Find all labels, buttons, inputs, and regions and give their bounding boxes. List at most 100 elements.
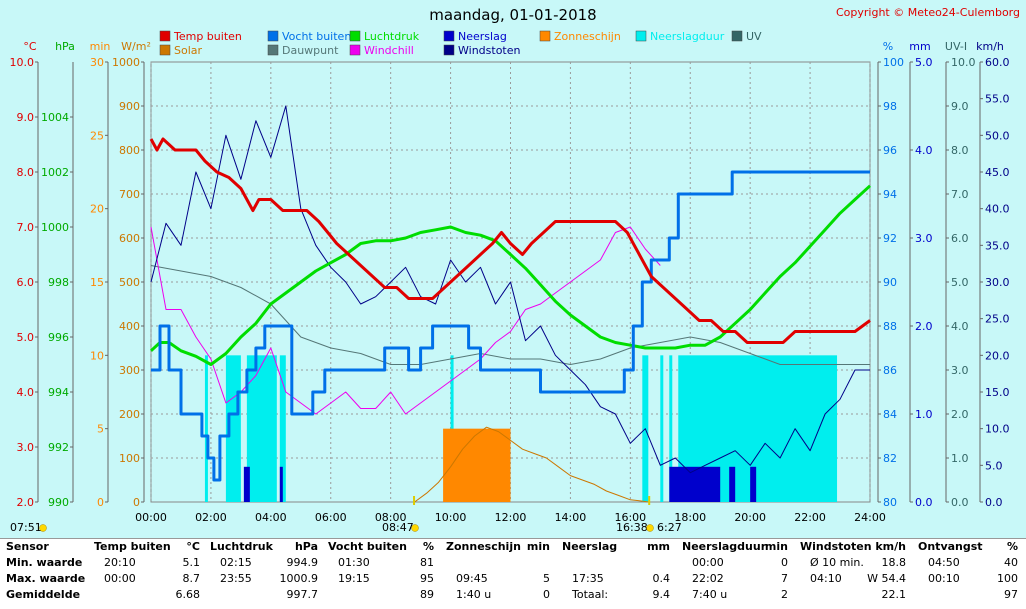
axis-tick-label: 45.0 bbox=[985, 166, 1010, 179]
summary-row: 97 bbox=[1004, 588, 1018, 601]
axis-tick-label: 7.0 bbox=[17, 221, 35, 234]
x-tick-label: 00:00 bbox=[135, 511, 167, 524]
axis-tick-label: 20 bbox=[90, 203, 104, 216]
axis-tick-label: 30.0 bbox=[985, 276, 1010, 289]
legend-label: Neerslag bbox=[458, 30, 507, 43]
axis-tick-label: 3.0 bbox=[951, 364, 969, 377]
axis-unit: W/m² bbox=[121, 40, 151, 53]
summary-row: 00:00 8.7 bbox=[104, 572, 200, 585]
sunrise-left-label: 07:51 bbox=[10, 521, 42, 534]
summary-header: Neerslag mm bbox=[562, 540, 670, 553]
axis-tick-label: 1000 bbox=[112, 56, 140, 69]
legend-swatch bbox=[443, 44, 455, 56]
axis-tick-label: 5.0 bbox=[915, 56, 933, 69]
axis-tick-label: 3.0 bbox=[17, 441, 35, 454]
series-line-luchtdruk bbox=[149, 184, 872, 366]
series-line-solar bbox=[414, 426, 649, 503]
sun-icon bbox=[39, 524, 47, 532]
sunrise-label: 08:47 bbox=[382, 521, 414, 534]
axis-tick-label: 0 bbox=[133, 496, 140, 509]
summary-column: Vocht buiten% 01:30 81 19:15 95 89 bbox=[328, 539, 438, 609]
copyright: Copyright © Meteo24-Culemborg bbox=[836, 6, 1020, 19]
x-tick-label: 04:00 bbox=[255, 511, 287, 524]
chart-title: maandag, 01-01-2018 bbox=[429, 6, 596, 24]
axis-tick-label: 4.0 bbox=[915, 144, 933, 157]
x-tick-label: 18:00 bbox=[674, 511, 706, 524]
summary-row: Ø 10 min. 18.8 bbox=[810, 556, 906, 569]
axis-tick-label: 30 bbox=[90, 56, 104, 69]
axis-tick-label: 7.0 bbox=[951, 188, 969, 201]
axis-tick-label: 5 bbox=[97, 423, 104, 436]
legend-swatch bbox=[349, 44, 361, 56]
legend-swatch bbox=[267, 30, 279, 42]
axis-tick-label: 25 bbox=[90, 129, 104, 142]
summary-column: Neerslag mm 17:35 0.4 Totaal: 9.4 bbox=[562, 539, 674, 609]
series-line-windstoten bbox=[150, 105, 870, 474]
neerslag-bar bbox=[279, 466, 283, 502]
axis-tick-label: 88 bbox=[883, 320, 897, 333]
axis-tick-label: 1002 bbox=[41, 166, 69, 179]
legend-label: Luchtdruk bbox=[364, 30, 420, 43]
axis-tick-label: 500 bbox=[119, 276, 140, 289]
summary-row: 04:10 W 54.4 bbox=[810, 572, 906, 585]
sunset-label: 16:38 bbox=[616, 521, 648, 534]
axis-tick-label: 98 bbox=[883, 100, 897, 113]
legend-swatch bbox=[443, 30, 455, 42]
axis-tick-label: 1004 bbox=[41, 111, 69, 124]
summary-header: Zonneschijn min bbox=[446, 540, 550, 553]
axis-unit: min bbox=[90, 40, 111, 53]
axis-tick-label: 92 bbox=[883, 232, 897, 245]
axis-tick-label: 994 bbox=[48, 386, 69, 399]
axis-tick-label: 2.0 bbox=[17, 496, 35, 509]
axis-tick-label: 20.0 bbox=[985, 349, 1010, 362]
axis-tick-label: 800 bbox=[119, 144, 140, 157]
axis-tick-label: 700 bbox=[119, 188, 140, 201]
summary-row: 01:30 81 bbox=[338, 556, 434, 569]
neerslagduur-bar bbox=[204, 355, 208, 502]
legend-swatch bbox=[635, 30, 647, 42]
summary-column: Sensor Min. waarde Max. waarde Gemiddelde bbox=[6, 539, 90, 609]
summary-column: Windstoten km/h Ø 10 min. 18.8 04:10 W 54.4 22… bbox=[800, 539, 910, 609]
axis-tick-label: 15 bbox=[90, 276, 104, 289]
axis-tick-label: 10.0 bbox=[985, 423, 1010, 436]
axis-tick-label: 400 bbox=[119, 320, 140, 333]
x-tick-label: 12:00 bbox=[495, 511, 527, 524]
neerslagduur-bar bbox=[279, 355, 286, 502]
neerslag-bar bbox=[669, 466, 721, 502]
axis-unit: °C bbox=[23, 40, 37, 53]
x-axis: 00:00 02:00 04:00 06:00 08:00 10:00 12:00 14:00… bbox=[135, 511, 886, 524]
axis-tick-label: 100 bbox=[883, 56, 904, 69]
axis-tick-label: 0.0 bbox=[985, 496, 1003, 509]
summary-row: 02:15 994.9 bbox=[220, 556, 318, 569]
legend-label: Temp buiten bbox=[173, 30, 242, 43]
summary-row: Min. waarde bbox=[6, 556, 83, 569]
summary-row: 20:10 5.1 bbox=[104, 556, 200, 569]
axis-tick-label: 8.0 bbox=[951, 144, 969, 157]
summary-column: Ontvangst% 04:50 40 00:10 100 97 bbox=[918, 539, 1022, 609]
x-tick-label: 24:00 bbox=[854, 511, 886, 524]
axis-tick-label: 15.0 bbox=[985, 386, 1010, 399]
axis-tick-label: 200 bbox=[119, 408, 140, 421]
axis-tick-label: 60.0 bbox=[985, 56, 1010, 69]
zonneschijn-bar bbox=[443, 428, 511, 502]
summary-row: 997.7 bbox=[286, 588, 319, 601]
axis-tick-label: 0 bbox=[97, 496, 104, 509]
axis-tick-label: 6.0 bbox=[17, 276, 35, 289]
neerslag-bar bbox=[750, 466, 757, 502]
summary-header: Luchtdruk hPa bbox=[210, 540, 318, 553]
summary-column: Luchtdruk hPa 02:15 994.9 23:55 1000.9 997.7 bbox=[210, 539, 322, 609]
summary-row: Max. waarde bbox=[6, 572, 86, 585]
axis-tick-label: 96 bbox=[883, 144, 897, 157]
legend-swatch bbox=[267, 44, 279, 56]
summary-header: Temp buiten °C bbox=[94, 540, 200, 553]
neerslagduur-bar bbox=[660, 355, 664, 502]
axis-tick-label: 50.0 bbox=[985, 129, 1010, 142]
axis-tick-label: 90 bbox=[883, 276, 897, 289]
legend-label: Vocht buiten bbox=[282, 30, 351, 43]
axis-unit: mm bbox=[909, 40, 930, 53]
series-lines bbox=[149, 105, 872, 503]
summary-row: 22.1 bbox=[881, 588, 907, 601]
axis-unit: UV-I bbox=[945, 40, 967, 53]
